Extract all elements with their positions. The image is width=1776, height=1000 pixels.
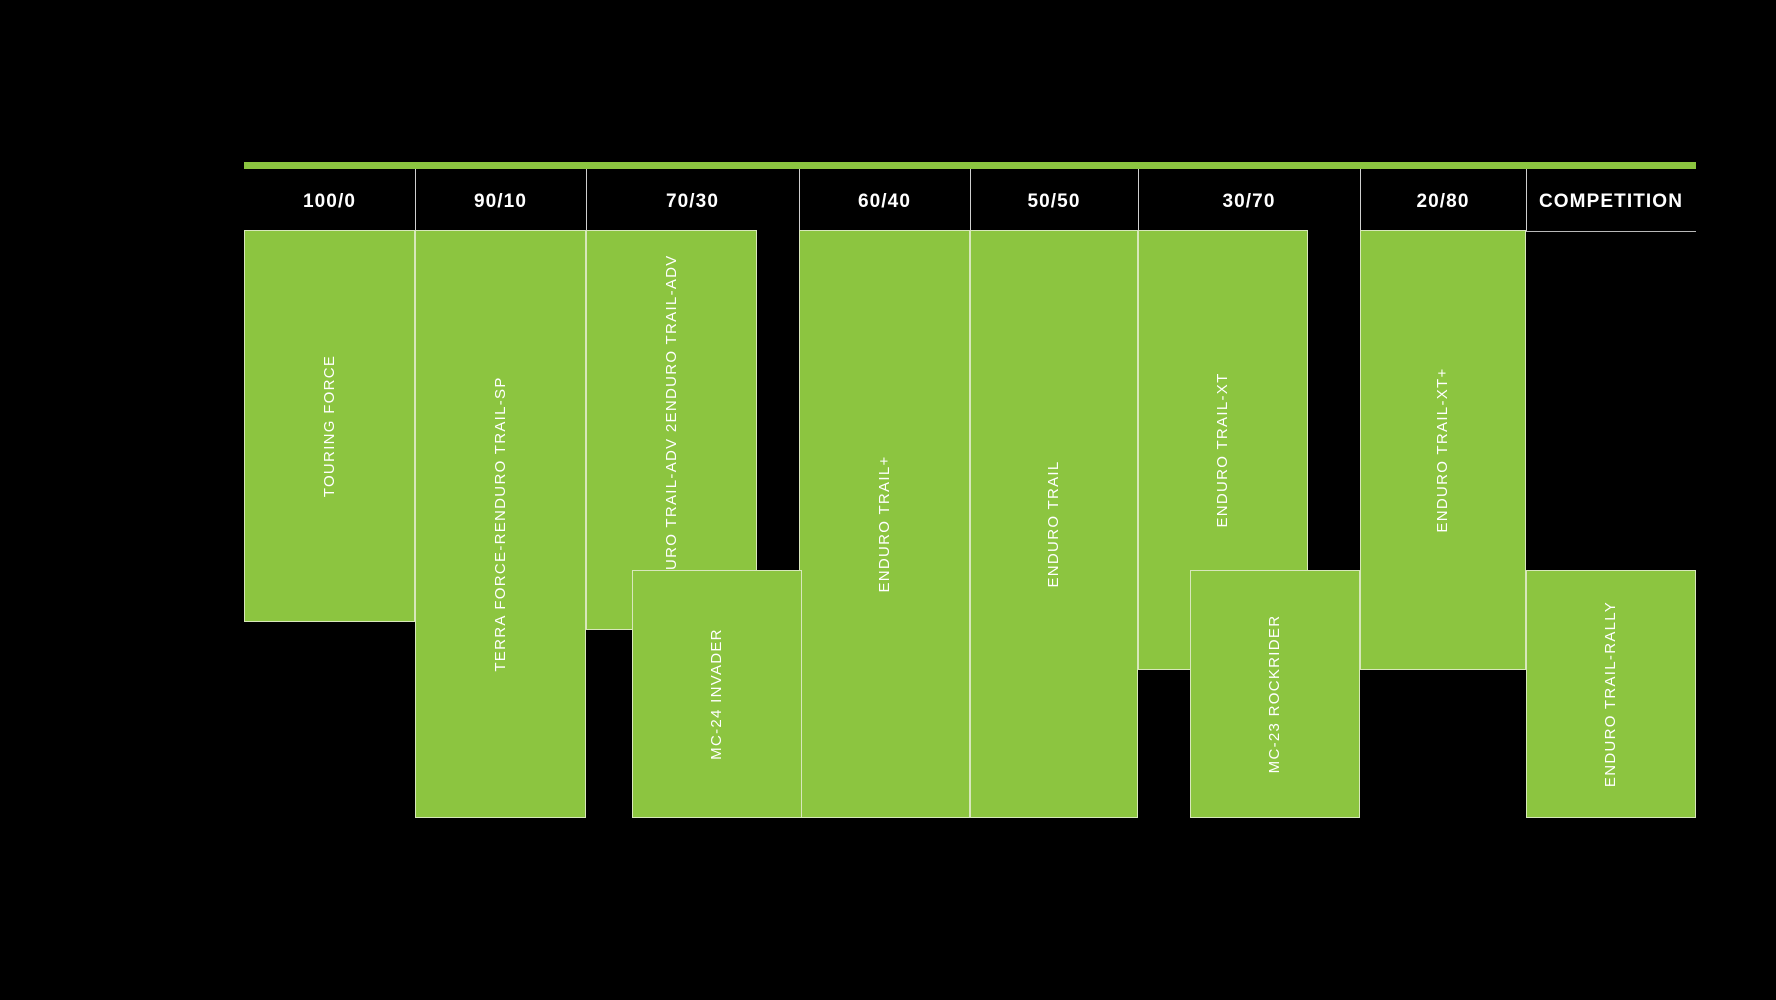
bar-label: ENDURO TRAIL [1045,460,1062,588]
bar-label-group: MC-24 INVADER [706,628,728,760]
bar-label: TERRA FORCE-R [491,532,509,672]
bar-label-group: ENDURO TRAIL-ADV 2 ENDURO TRAIL-ADV [661,254,683,605]
header-divider [415,169,416,232]
bar-enduro-trail-plus[interactable]: ENDURO TRAIL+ [799,230,970,818]
header-divider [1526,169,1527,232]
header-label: 70/30 [665,191,720,212]
bar-label: TOURING FORCE [320,354,338,498]
bar-enduro-trail-xt-plus[interactable]: ENDURO TRAIL-XT+ [1360,230,1526,670]
header-cell-60-40: 60/40 [799,172,970,232]
bar-label: ENDURO TRAIL-SP [491,376,509,533]
header-cell-100-0: 100/0 [244,172,415,232]
header-cell-competition: COMPETITION [1526,172,1696,232]
header-label: 100/0 [302,191,357,212]
bar-touring-force[interactable]: TOURING FORCE [244,230,415,622]
bar-mc23-rockrider[interactable]: MC-23 ROCKRIDER [1190,570,1360,818]
header-cell-70-30: 70/30 [586,172,799,232]
header-label: 50/50 [1027,191,1081,212]
header-divider [799,169,800,232]
header-label: 90/10 [473,191,528,212]
bar-mc24-invader[interactable]: MC-24 INVADER [632,570,802,818]
header-divider [1360,169,1361,232]
header-cell-20-80: 20/80 [1360,172,1526,232]
header-bottom-rule [1526,231,1696,232]
bar-terra-force-r[interactable]: TERRA FORCE-R ENDURO TRAIL-SP [415,230,586,818]
bar-label: MC-23 ROCKRIDER [1266,614,1283,774]
header-label: COMPETITION [1538,191,1684,212]
header-label: 20/80 [1416,191,1470,212]
bar-label-group: TOURING FORCE [319,355,341,497]
header-divider [586,169,587,232]
header-label: 60/40 [857,191,912,212]
bar-enduro-trail-adv[interactable]: ENDURO TRAIL-ADV 2 ENDURO TRAIL-ADV [586,230,757,630]
bar-label-group: ENDURO TRAIL [1043,460,1065,587]
bar-enduro-trail-rally[interactable]: ENDURO TRAIL-RALLY [1526,570,1696,818]
header-cell-90-10: 90/10 [415,172,586,232]
header-label: 30/70 [1222,191,1276,212]
bar-label-group: ENDURO TRAIL-RALLY [1600,601,1622,787]
bar-label: ENDURO TRAIL-ADV [662,254,680,423]
bar-label-group: ENDURO TRAIL-XT+ [1432,367,1454,532]
bar-label-group: TERRA FORCE-R ENDURO TRAIL-SP [490,376,512,671]
header-divider [1138,169,1139,232]
bar-label: ENDURO TRAIL-XT+ [1434,367,1451,533]
bar-enduro-trail[interactable]: ENDURO TRAIL [970,230,1138,818]
header-divider [970,169,971,232]
bar-label: ENDURO TRAIL-RALLY [1602,600,1619,788]
bar-label: MC-24 INVADER [708,628,725,760]
top-accent-rule [244,162,1696,169]
bar-label-group: ENDURO TRAIL+ [874,455,896,592]
bar-label: ENDURO TRAIL-XT [1214,372,1231,528]
bar-label: ENDURO TRAIL+ [875,455,893,593]
bar-label-group: ENDURO TRAIL-XT [1212,372,1234,527]
header-cell-30-70: 30/70 [1138,172,1360,232]
header-cell-50-50: 50/50 [970,172,1138,232]
bar-label-group: MC-23 ROCKRIDER [1264,615,1286,774]
